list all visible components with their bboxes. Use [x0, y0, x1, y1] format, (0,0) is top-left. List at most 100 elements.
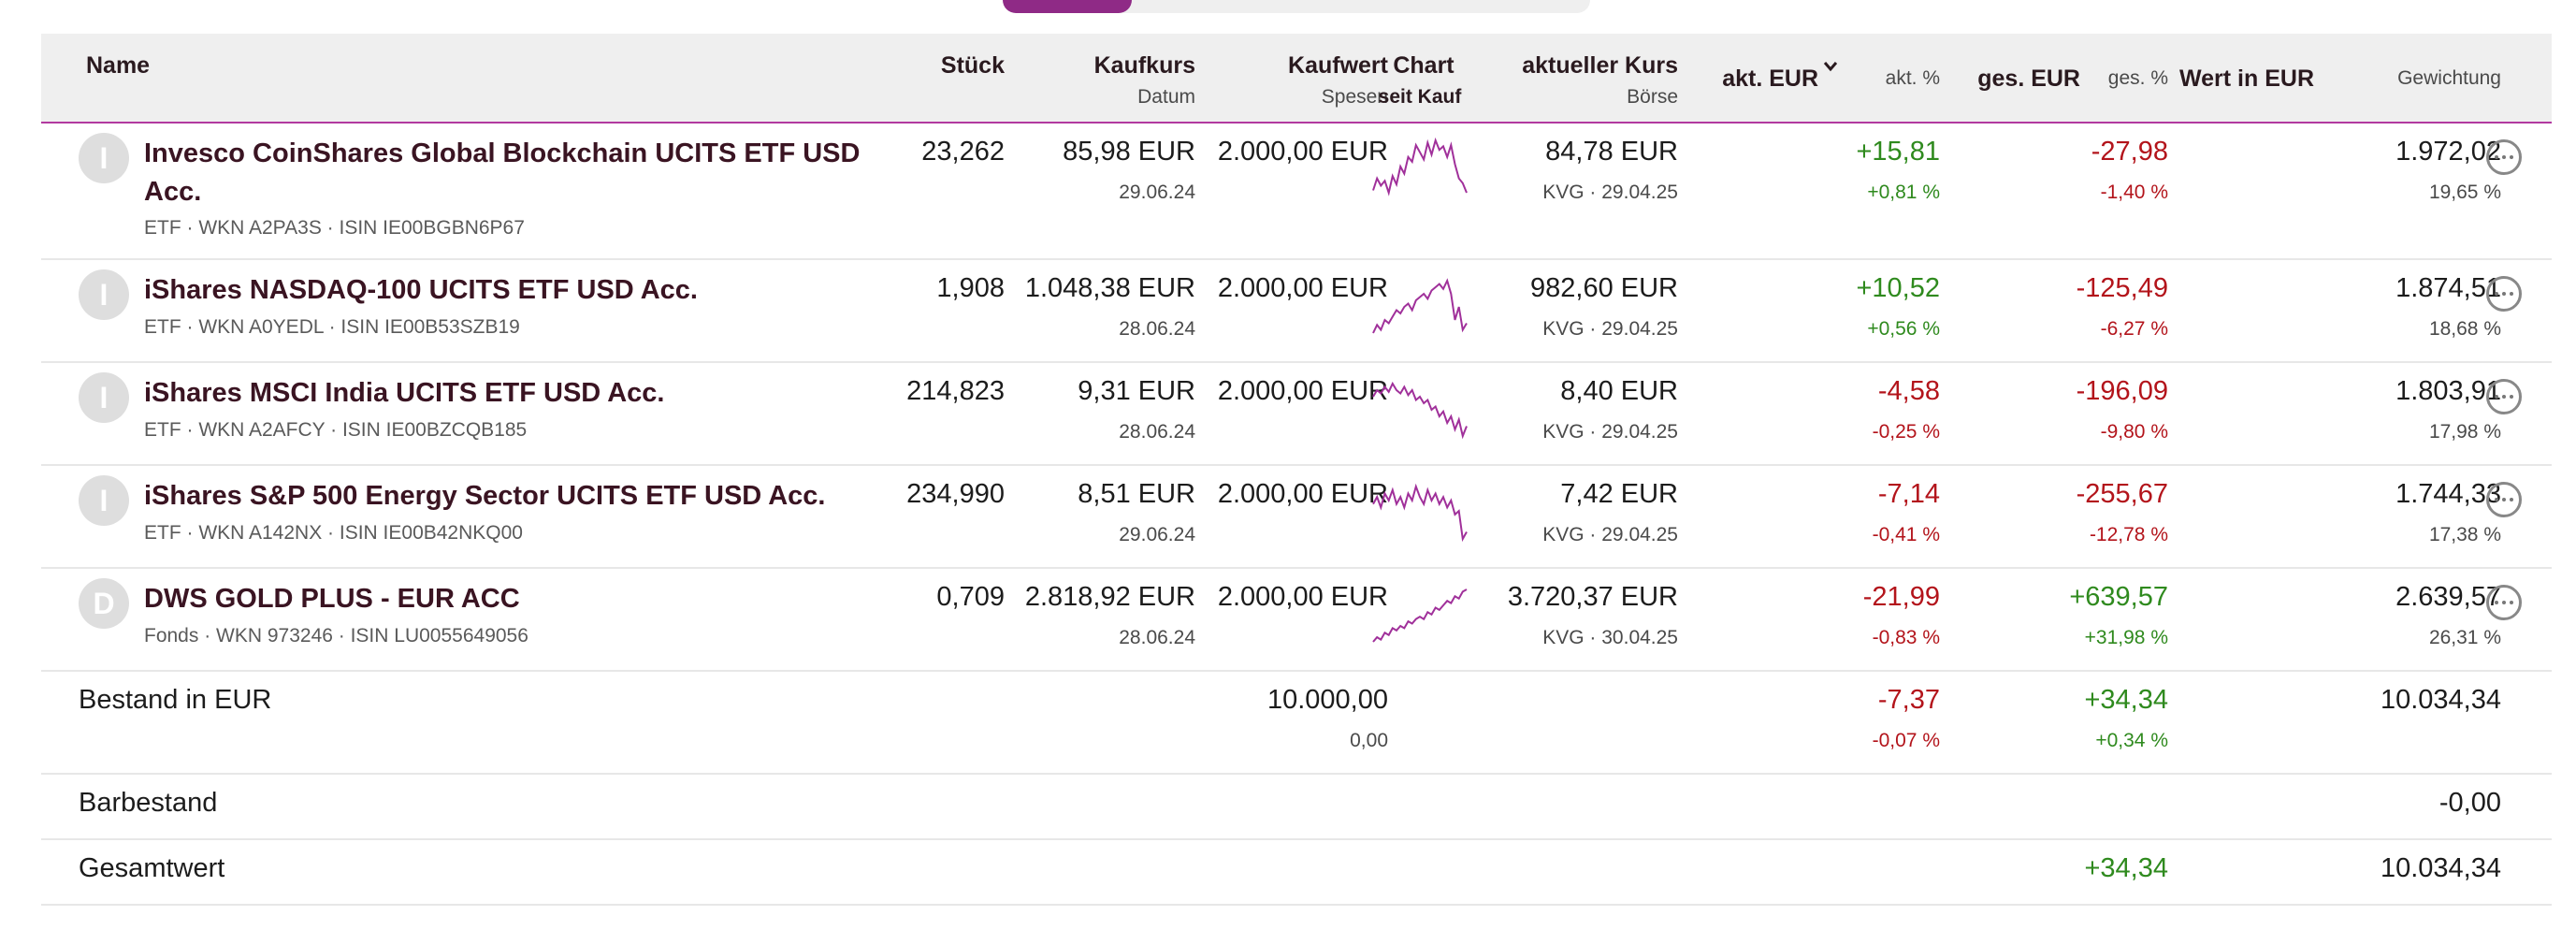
akt-pct-value: +0,56 % — [1867, 318, 1940, 340]
stueck-value: 23,262 — [921, 137, 1005, 167]
fund-name[interactable]: iShares NASDAQ-100 UCITS ETF USD Acc. — [144, 275, 698, 305]
fund-meta: ETF · WKN A2AFCY · ISIN IE00BZCQB185 — [144, 419, 528, 441]
fund-avatar: I — [79, 475, 129, 526]
header-aktueller-kurs[interactable]: aktueller Kurs — [1522, 52, 1678, 79]
bestand-spesen: 0,00 — [1350, 730, 1388, 751]
more-options-icon[interactable] — [2486, 139, 2522, 175]
ges-eur-value: -125,49 — [2076, 273, 2168, 303]
kaufdatum-value: 29.06.24 — [1119, 524, 1195, 545]
header-akt-pct[interactable]: akt. % — [1885, 67, 1940, 89]
boerse-value: KVG · 29.04.25 — [1542, 318, 1678, 340]
akt-pct-value: -0,25 % — [1872, 421, 1940, 443]
sparkline-chart — [1372, 381, 1468, 440]
stueck-value: 1,908 — [936, 273, 1005, 303]
stueck-value: 0,709 — [936, 582, 1005, 612]
akt-eur-value: -21,99 — [1862, 582, 1940, 612]
kurs-value: 7,42 EUR — [1560, 479, 1678, 509]
bestand-ges-pct: +0,34 % — [2095, 730, 2168, 751]
akt-eur-value: -7,14 — [1877, 479, 1940, 509]
akt-pct-value: +0,81 % — [1867, 182, 1940, 203]
kurs-value: 84,78 EUR — [1545, 137, 1678, 167]
fund-name[interactable]: iShares S&P 500 Energy Sector UCITS ETF … — [144, 481, 826, 511]
fund-name[interactable]: Invesco CoinShares Global Blockchain UCI… — [144, 138, 861, 207]
akt-eur-value: +10,52 — [1856, 273, 1940, 303]
table-row[interactable]: I Invesco CoinShares Global Blockchain U… — [41, 124, 2552, 260]
kaufkurs-value: 1.048,38 EUR — [1024, 273, 1195, 303]
view-tabs — [1003, 0, 1590, 13]
gesamtwert-ges-eur: +34,34 — [2084, 853, 2168, 883]
akt-eur-value: -4,58 — [1877, 376, 1940, 406]
stueck-value: 234,990 — [906, 479, 1005, 509]
table-row[interactable]: I iShares MSCI India UCITS ETF USD Acc. … — [41, 363, 2552, 466]
bestand-ges-eur: +34,34 — [2084, 685, 2168, 715]
bestand-kaufwert: 10.000,00 — [1266, 685, 1388, 715]
header-spesen[interactable]: Spesen — [1321, 86, 1388, 108]
gewichtung-value: 17,98 % — [2428, 421, 2501, 443]
ges-pct-value: -9,80 % — [2100, 421, 2168, 443]
kaufkurs-value: 8,51 EUR — [1078, 479, 1195, 509]
sparkline-chart — [1372, 589, 1468, 643]
fund-avatar: D — [79, 578, 129, 629]
fund-name[interactable]: DWS GOLD PLUS - EUR ACC — [144, 584, 520, 614]
more-options-icon[interactable] — [2486, 379, 2522, 414]
header-boerse[interactable]: Börse — [1627, 86, 1678, 108]
ges-eur-value: +639,57 — [2069, 582, 2168, 612]
ges-pct-value: -6,27 % — [2100, 318, 2168, 340]
portfolio-table: Name Stück Kaufkurs Datum Kaufwert Spese… — [41, 34, 2552, 906]
tab-active[interactable] — [1003, 0, 1132, 13]
boerse-value: KVG · 29.04.25 — [1542, 524, 1678, 545]
header-datum[interactable]: Datum — [1137, 86, 1195, 108]
table-row[interactable]: I iShares S&P 500 Energy Sector UCITS ET… — [41, 466, 2552, 569]
kaufwert-value: 2.000,00 EUR — [1217, 479, 1388, 509]
fund-meta: Fonds · WKN 973246 · ISIN LU0055649056 — [144, 625, 528, 647]
header-ges-pct[interactable]: ges. % — [2107, 67, 2168, 89]
kaufwert-value: 2.000,00 EUR — [1217, 137, 1388, 167]
table-row[interactable]: D DWS GOLD PLUS - EUR ACC Fonds · WKN 97… — [41, 569, 2552, 672]
table-row[interactable]: I iShares NASDAQ-100 UCITS ETF USD Acc. … — [41, 260, 2552, 363]
chevron-down-icon[interactable] — [1822, 60, 1839, 73]
kaufwert-value: 2.000,00 EUR — [1217, 273, 1388, 303]
sparkline-chart — [1372, 483, 1468, 543]
barbestand-row: Barbestand -0,00 — [41, 775, 2552, 840]
fund-meta: ETF · WKN A2PA3S · ISIN IE00BGBN6P67 — [144, 217, 525, 239]
kaufdatum-value: 28.06.24 — [1119, 627, 1195, 648]
gesamtwert-wert: 10.034,34 — [2380, 853, 2501, 883]
kaufdatum-value: 29.06.24 — [1119, 182, 1195, 203]
gewichtung-value: 17,38 % — [2428, 524, 2501, 545]
sparkline-chart — [1372, 278, 1468, 334]
header-chart: Chart — [1393, 52, 1454, 79]
fund-avatar: I — [79, 372, 129, 423]
stueck-value: 214,823 — [906, 376, 1005, 406]
more-options-icon[interactable] — [2486, 482, 2522, 517]
bestand-akt-eur: -7,37 — [1877, 685, 1940, 715]
akt-eur-value: +15,81 — [1856, 137, 1940, 167]
fund-avatar: I — [79, 269, 129, 320]
header-ges-eur[interactable]: ges. EUR — [1977, 65, 2080, 92]
barbestand-label: Barbestand — [79, 788, 218, 818]
fund-name[interactable]: iShares MSCI India UCITS ETF USD Acc. — [144, 378, 665, 408]
fund-avatar: I — [79, 133, 129, 183]
header-gewichtung[interactable]: Gewichtung — [2397, 67, 2501, 89]
gesamtwert-row: Gesamtwert +34,34 10.034,34 — [41, 840, 2552, 906]
fund-meta: ETF · WKN A142NX · ISIN IE00B42NKQ00 — [144, 522, 523, 544]
header-kaufwert[interactable]: Kaufwert — [1288, 52, 1388, 79]
wert-value: 1.874,51 — [2395, 273, 2501, 303]
header-wert[interactable]: Wert in EUR — [2179, 65, 2314, 92]
ges-pct-value: -1,40 % — [2100, 182, 2168, 203]
ges-pct-value: -12,78 % — [2089, 524, 2168, 545]
bestand-row: Bestand in EUR 10.000,00 0,00 -7,37 -0,0… — [41, 672, 2552, 775]
boerse-value: KVG · 30.04.25 — [1542, 627, 1678, 648]
header-akt-eur[interactable]: akt. EUR — [1722, 65, 1818, 92]
gewichtung-value: 19,65 % — [2428, 182, 2501, 203]
wert-value: 1.972,02 — [2395, 137, 2501, 167]
ges-eur-value: -196,09 — [2076, 376, 2168, 406]
akt-pct-value: -0,41 % — [1872, 524, 1940, 545]
header-kaufkurs[interactable]: Kaufkurs — [1093, 52, 1195, 79]
header-name[interactable]: Name — [86, 52, 151, 79]
header-seit-kauf[interactable]: seit Kauf — [1378, 86, 1462, 108]
kurs-value: 982,60 EUR — [1530, 273, 1678, 303]
header-stueck[interactable]: Stück — [940, 52, 1005, 79]
akt-pct-value: -0,83 % — [1872, 627, 1940, 648]
more-options-icon[interactable] — [2486, 585, 2522, 620]
more-options-icon[interactable] — [2486, 276, 2522, 312]
